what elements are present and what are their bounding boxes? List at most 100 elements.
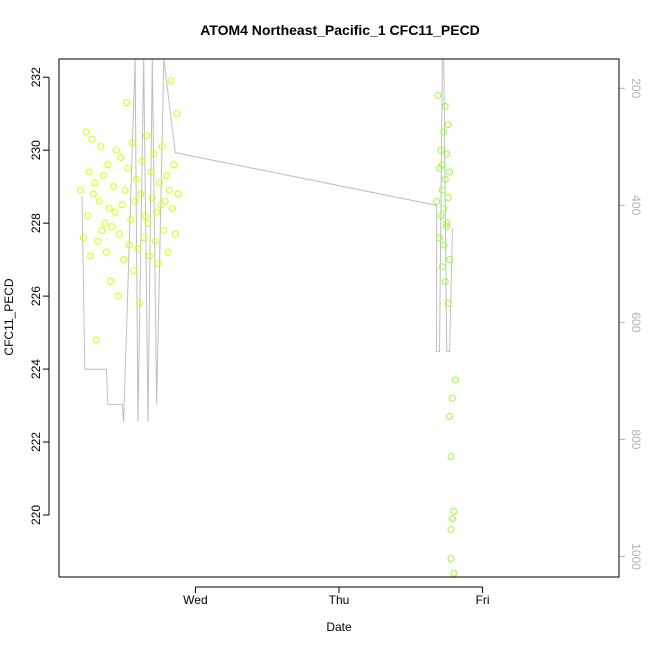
data-point (436, 234, 444, 242)
data-point (97, 143, 105, 151)
chart-marks: 220 222 224 226 228 230 232 200 400 600 800 1000 Wed… (29, 59, 643, 607)
data-point (148, 194, 156, 202)
y2-tick-label: 400 (629, 195, 643, 215)
data-point (92, 336, 100, 344)
y2-tick-label: 800 (629, 429, 643, 449)
data-point (438, 161, 446, 169)
data-point (107, 278, 115, 286)
data-point (153, 208, 161, 216)
data-point (170, 161, 178, 169)
x-axis-title: Date (326, 620, 352, 634)
data-point (440, 205, 448, 213)
data-point (441, 278, 449, 286)
data-point (131, 197, 139, 205)
data-point (143, 132, 151, 140)
data-point (447, 453, 455, 461)
data-point (100, 172, 108, 180)
pressure-line (81, 59, 453, 422)
data-point (448, 394, 456, 402)
series-group-1 (77, 77, 182, 344)
data-point (438, 263, 446, 271)
data-point (122, 99, 130, 107)
data-point (154, 259, 162, 267)
data-point (151, 237, 159, 245)
data-point (444, 194, 452, 202)
data-point (438, 186, 446, 194)
data-point (120, 256, 128, 264)
data-point (95, 197, 103, 205)
data-point (434, 91, 442, 99)
data-point (125, 241, 133, 249)
data-point (102, 248, 110, 256)
data-point (88, 135, 96, 143)
data-point (156, 179, 164, 187)
x-tick-label: Wed (183, 593, 207, 607)
data-point (114, 292, 122, 300)
data-point (450, 507, 458, 515)
data-point (110, 183, 118, 191)
data-point (168, 205, 176, 213)
data-point (101, 219, 109, 227)
data-point (84, 212, 92, 220)
data-point (437, 212, 445, 220)
y2-tick-label: 600 (629, 312, 643, 332)
data-point (141, 212, 149, 220)
x-tick-label: Fri (476, 593, 490, 607)
data-point (82, 128, 90, 136)
data-point (117, 153, 125, 161)
series-group-2 (433, 91, 459, 577)
data-point (447, 555, 455, 563)
data-point (444, 121, 452, 129)
chart-title: ATOM4 Northeast_Pacific_1 CFC11_PECD (200, 22, 480, 38)
y-tick-label: 222 (29, 432, 43, 452)
data-point (443, 219, 451, 227)
data-point (441, 175, 449, 183)
data-point (94, 237, 102, 245)
y-tick-label: 228 (29, 213, 43, 233)
data-point (140, 234, 148, 242)
data-point (79, 234, 87, 242)
x-tick-label: Thu (329, 593, 350, 607)
data-point (77, 186, 85, 194)
data-point (147, 168, 155, 176)
plot-area (77, 59, 459, 577)
data-point (167, 77, 175, 85)
data-point (164, 248, 172, 256)
data-point (127, 216, 135, 224)
y-axis-title: CFC11_PECD (2, 278, 16, 355)
data-point (443, 223, 451, 231)
data-point (158, 143, 166, 151)
data-point (446, 412, 454, 420)
data-point (441, 102, 449, 110)
data-point (105, 205, 113, 213)
data-point (115, 230, 123, 238)
data-point (160, 226, 168, 234)
data-point (133, 175, 141, 183)
data-point (137, 190, 145, 198)
y-tick-label: 220 (29, 505, 43, 525)
data-point (440, 241, 448, 249)
data-point (85, 168, 93, 176)
plot-frame (58, 58, 620, 578)
data-point (444, 299, 452, 307)
y-tick-label: 232 (29, 67, 43, 87)
data-point (128, 139, 136, 147)
y2-tick-label: 1000 (629, 543, 643, 570)
data-point (144, 219, 152, 227)
data-point (443, 150, 451, 158)
y-tick-label: 230 (29, 140, 43, 160)
data-point (112, 146, 120, 154)
data-point (451, 376, 459, 384)
data-point (171, 230, 179, 238)
y2-tick-label: 200 (629, 78, 643, 98)
data-point (89, 190, 97, 198)
data-point (450, 569, 458, 577)
data-point (161, 197, 169, 205)
data-point (135, 299, 143, 307)
data-point (446, 168, 454, 176)
data-point (98, 226, 106, 234)
data-point (437, 146, 445, 154)
